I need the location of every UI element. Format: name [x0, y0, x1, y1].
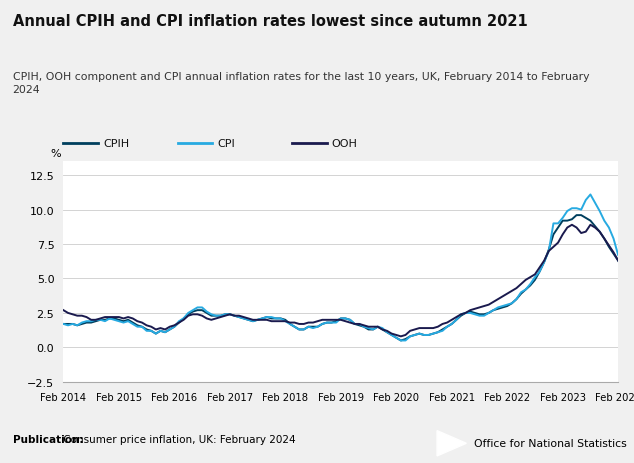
Text: OOH: OOH: [332, 138, 358, 149]
Text: CPI: CPI: [217, 138, 235, 149]
Text: CPIH, OOH component and CPI annual inflation rates for the last 10 years, UK, Fe: CPIH, OOH component and CPI annual infla…: [13, 72, 589, 94]
Text: Annual CPIH and CPI inflation rates lowest since autumn 2021: Annual CPIH and CPI inflation rates lowe…: [13, 14, 527, 29]
Polygon shape: [437, 431, 467, 456]
Text: Consumer price inflation, UK: February 2024: Consumer price inflation, UK: February 2…: [60, 434, 296, 444]
Text: CPIH: CPIH: [103, 138, 129, 149]
Text: Office for National Statistics: Office for National Statistics: [474, 438, 627, 448]
Text: %: %: [50, 149, 61, 159]
Text: Publication:: Publication:: [13, 434, 83, 444]
